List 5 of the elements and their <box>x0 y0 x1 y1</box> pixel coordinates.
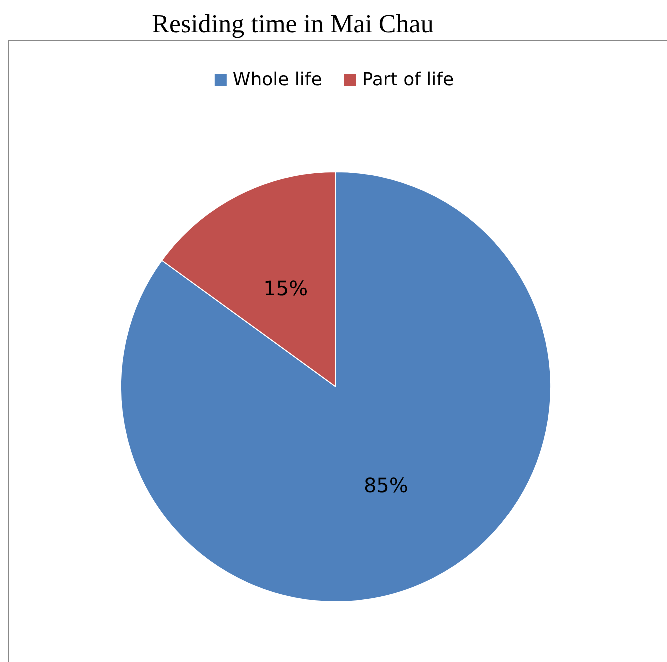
chart-title: Residing time in Mai Chau <box>152 10 434 38</box>
legend-label: Part of life <box>362 70 454 90</box>
data-label: 85% <box>364 473 408 498</box>
legend-label: Whole life <box>232 70 322 90</box>
data-label: 15% <box>264 276 308 301</box>
